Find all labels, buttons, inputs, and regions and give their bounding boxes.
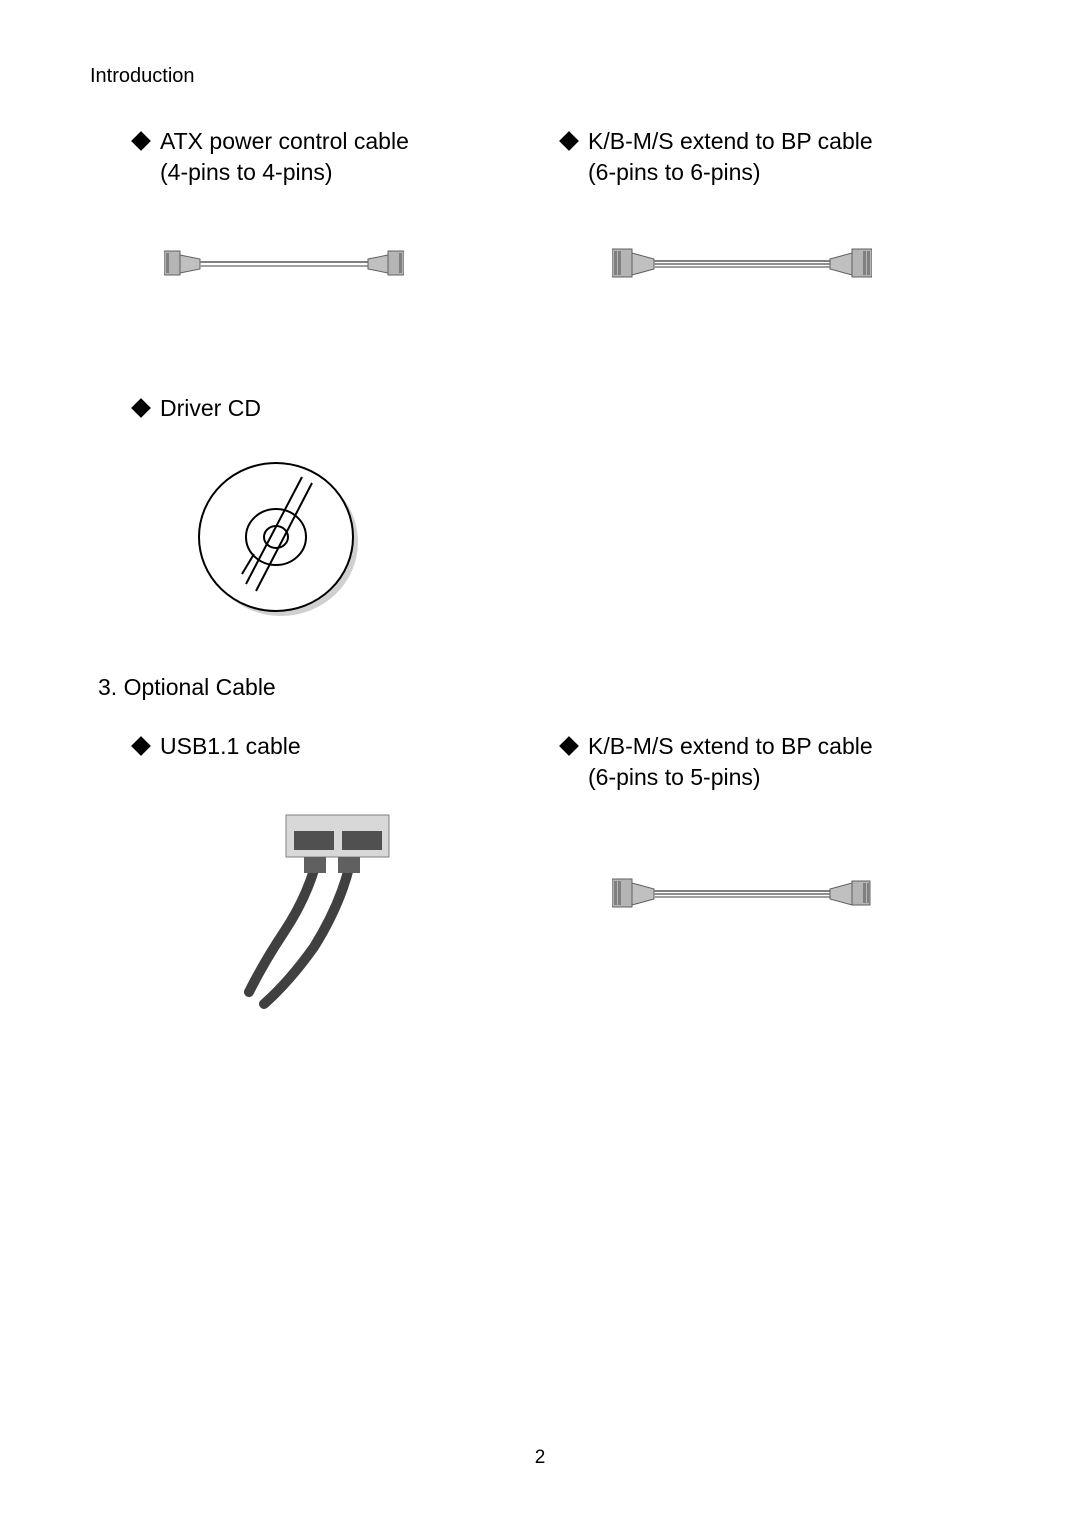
item-usb-cable: USB1.1 cable bbox=[134, 731, 562, 762]
kbms-cable2-line2: (6-pins to 5-pins) bbox=[562, 762, 990, 793]
page-header: Introduction bbox=[90, 65, 990, 88]
item-atx-cable: ATX power control cable bbox=[134, 126, 562, 157]
driver-cd-section: Driver CD bbox=[134, 393, 990, 624]
kbms-cable1-line1: K/B-M/S extend to BP cable bbox=[588, 128, 873, 154]
driver-cd-image bbox=[194, 459, 990, 624]
usb-cable-line1: USB1.1 cable bbox=[160, 733, 301, 759]
item-row-1: ATX power control cable (4-pins to 4-pin… bbox=[134, 126, 990, 283]
kbms-cable2-image bbox=[612, 873, 990, 913]
item-row-2: USB1.1 cable K/B-M/S extend to BP cable … bbox=[134, 731, 990, 1012]
item-col-right-1: K/B-M/S extend to BP cable (6-pins to 6-… bbox=[562, 126, 990, 283]
page-number: 2 bbox=[535, 1447, 546, 1469]
diamond-bullet-icon bbox=[559, 736, 579, 756]
kbms-cable1-line2: (6-pins to 6-pins) bbox=[562, 157, 990, 188]
diamond-bullet-icon bbox=[131, 398, 151, 418]
atx-cable-line1: ATX power control cable bbox=[160, 128, 409, 154]
kbms-cable1-image bbox=[612, 243, 990, 283]
atx-cable-line2: (4-pins to 4-pins) bbox=[134, 157, 562, 188]
item-col-left-2: USB1.1 cable bbox=[134, 731, 562, 1012]
atx-cable-image bbox=[164, 243, 562, 283]
driver-cd-label: Driver CD bbox=[160, 395, 261, 421]
item-col-right-2: K/B-M/S extend to BP cable (6-pins to 5-… bbox=[562, 731, 990, 1012]
diamond-bullet-icon bbox=[559, 131, 579, 151]
diamond-bullet-icon bbox=[131, 131, 151, 151]
item-kbms-cable-1: K/B-M/S extend to BP cable bbox=[562, 126, 990, 157]
usb-cable-image bbox=[234, 812, 562, 1012]
optional-cable-heading: 3. Optional Cable bbox=[90, 674, 990, 701]
diamond-bullet-icon bbox=[131, 736, 151, 756]
item-col-left-1: ATX power control cable (4-pins to 4-pin… bbox=[134, 126, 562, 283]
kbms-cable2-line1: K/B-M/S extend to BP cable bbox=[588, 733, 873, 759]
item-kbms-cable-2: K/B-M/S extend to BP cable bbox=[562, 731, 990, 762]
content-area: ATX power control cable (4-pins to 4-pin… bbox=[90, 126, 990, 1012]
item-driver-cd: Driver CD bbox=[134, 393, 990, 424]
